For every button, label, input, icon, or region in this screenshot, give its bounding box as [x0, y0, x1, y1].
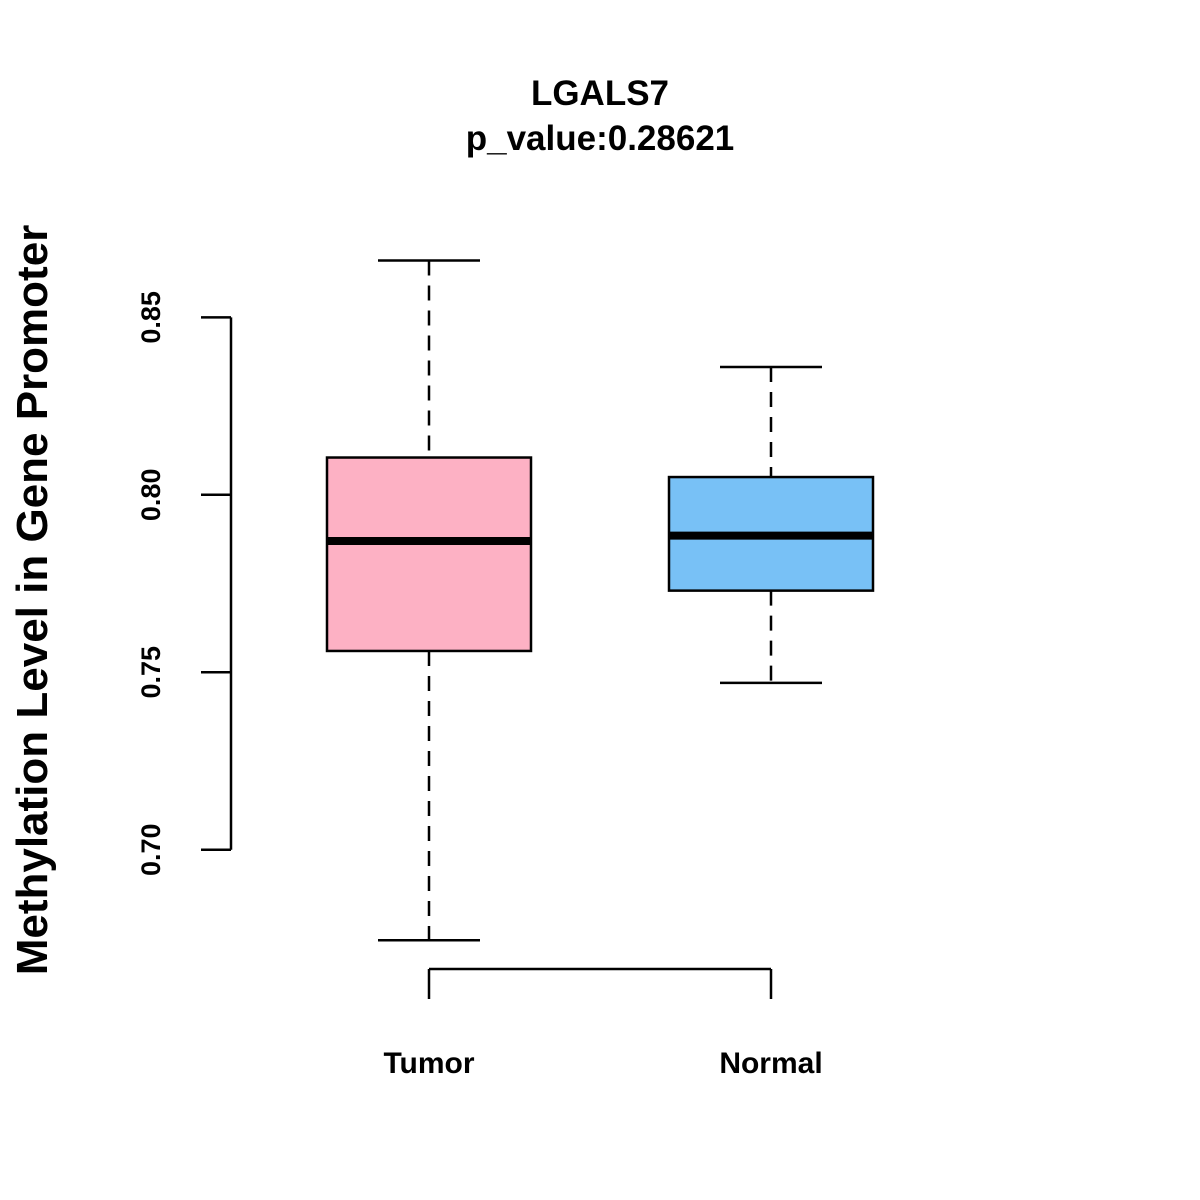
y-axis: 0.70 0.75 0.80 0.85	[136, 291, 233, 876]
y-axis-label: Methylation Level in Gene Promoter	[8, 225, 57, 976]
x-tick-label: Normal	[719, 1047, 822, 1080]
y-tick-label: 0.80	[136, 469, 166, 522]
x-axis: Tumor Normal	[383, 967, 823, 1080]
boxes-group	[325, 259, 875, 942]
box-normal	[667, 365, 875, 685]
box-tumor	[325, 259, 533, 942]
y-tick-label: 0.70	[136, 823, 166, 876]
chart-subtitle: p_value:0.28621	[466, 119, 735, 158]
x-tick-label: Tumor	[383, 1047, 474, 1080]
iqr-box	[325, 456, 533, 653]
chart-title: LGALS7	[531, 74, 669, 113]
y-tick-label: 0.85	[136, 291, 166, 344]
y-tick-label: 0.75	[136, 646, 166, 699]
